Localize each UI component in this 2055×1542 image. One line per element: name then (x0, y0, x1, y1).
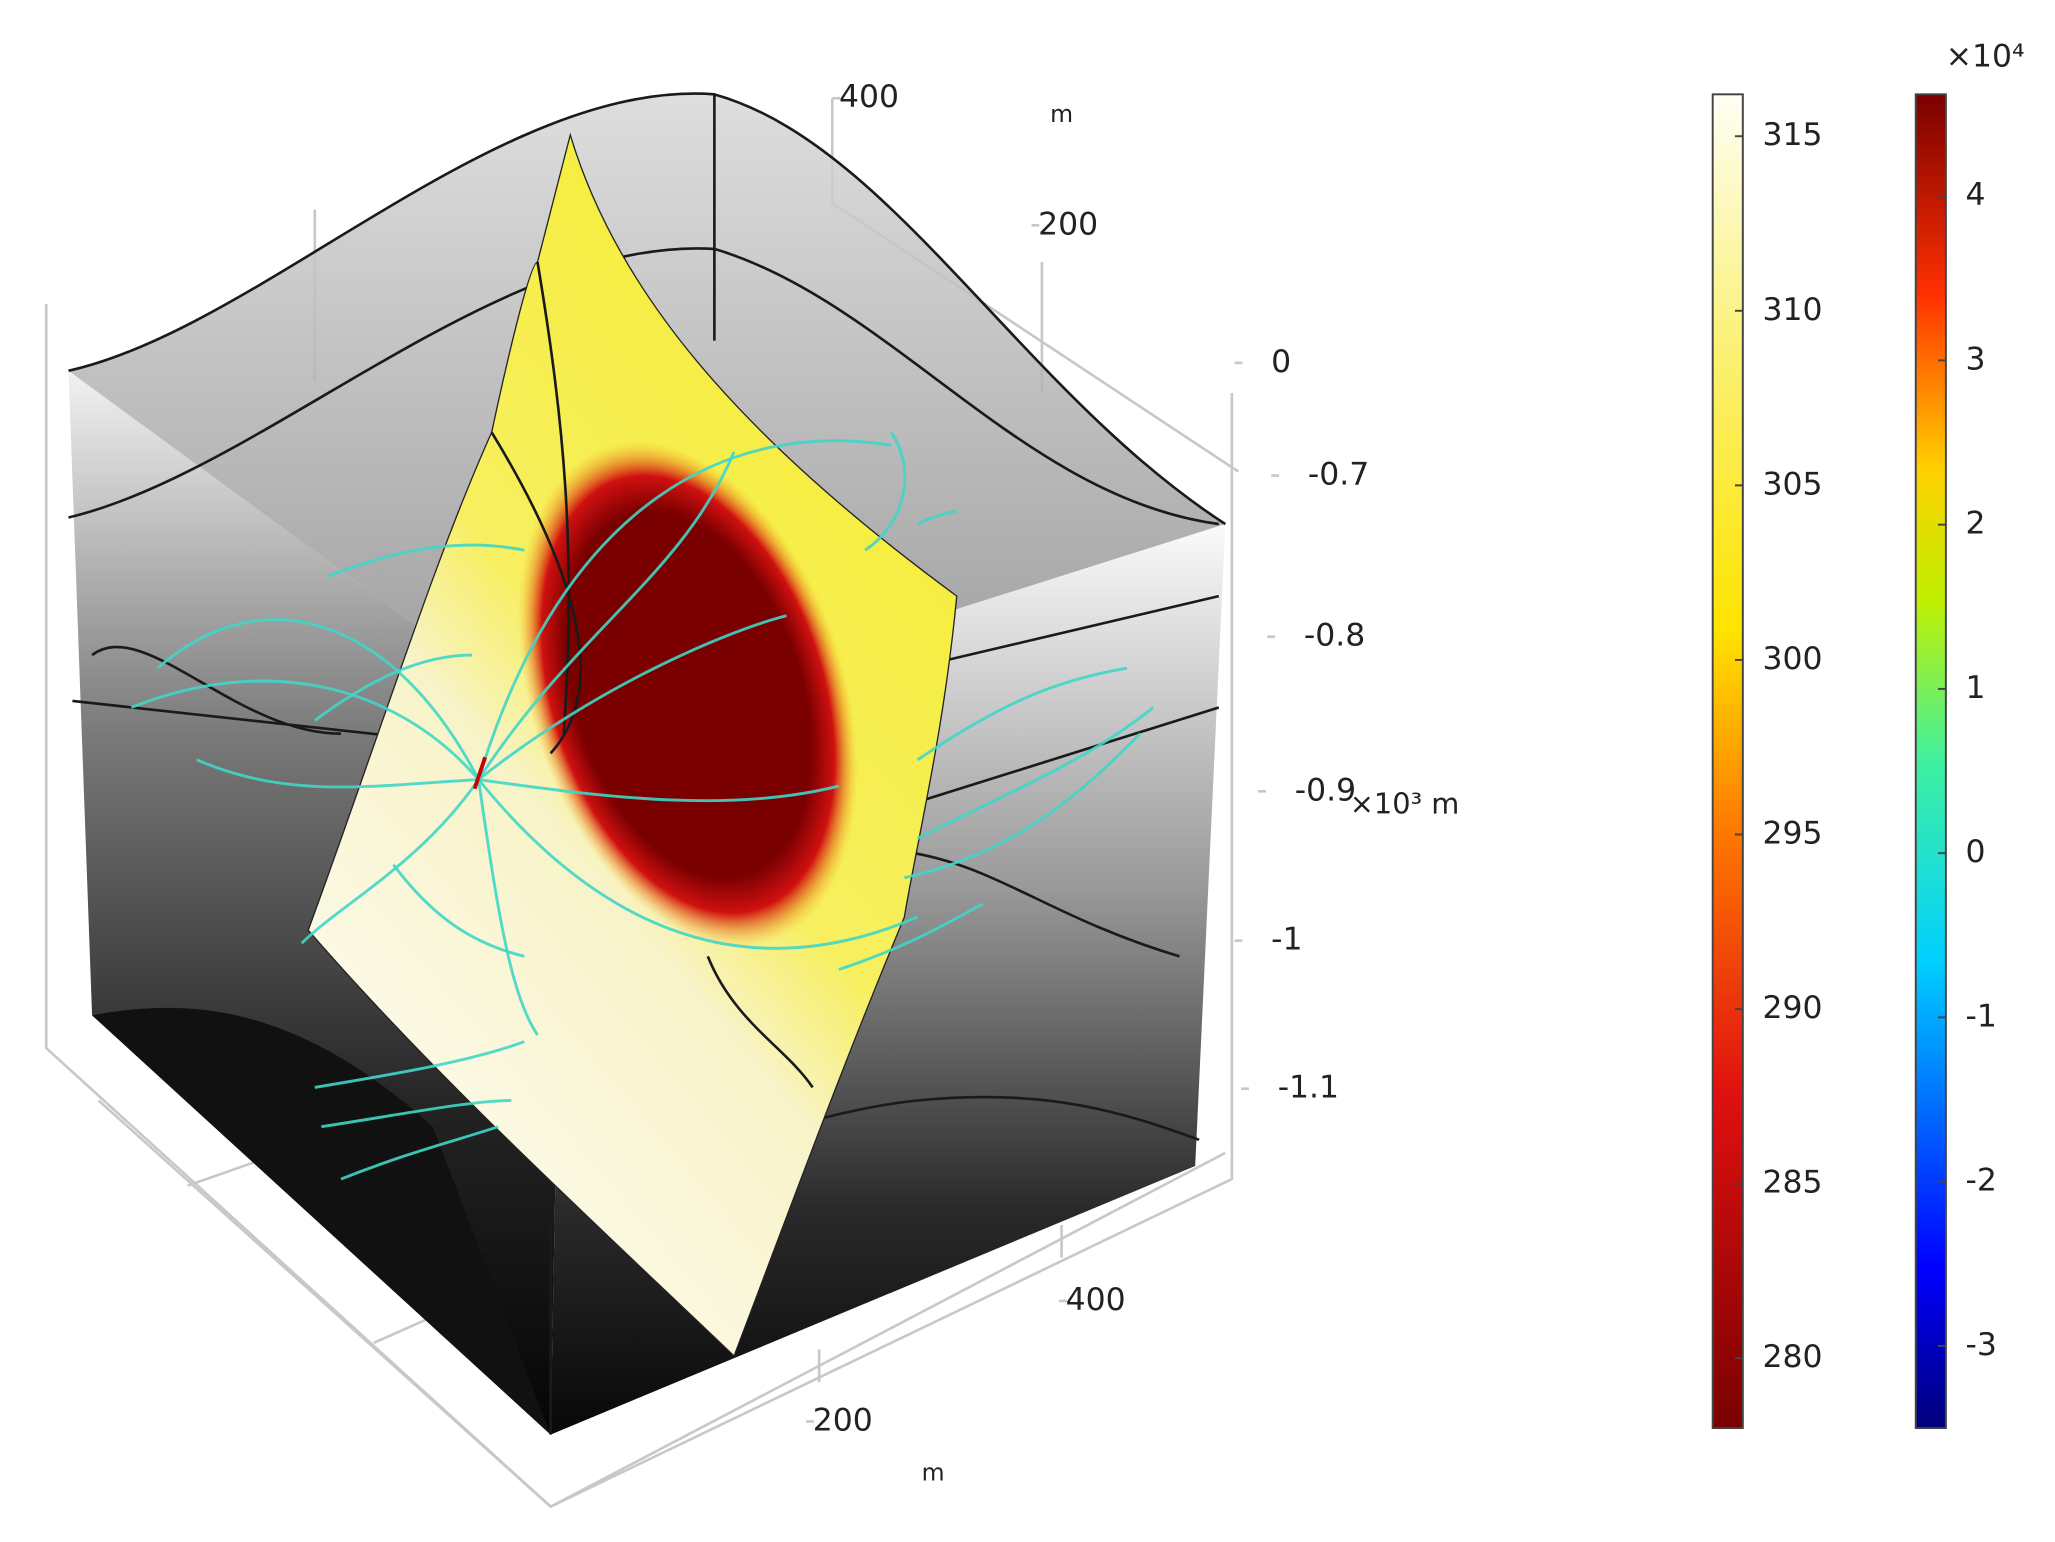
colorbar-tick-label: -3 (1966, 1327, 1997, 1363)
tick-label: -0.8 (1304, 618, 1365, 654)
axis-label: m (1050, 100, 1073, 128)
colorbar-tick-label: 285 (1762, 1165, 1822, 1201)
colorbar-tick-label: 2 (1966, 506, 1986, 542)
colorbar (1711, 93, 1744, 1430)
colorbar-tick-label: 0 (1966, 834, 1986, 870)
colorbar-tick-label: 295 (1762, 815, 1822, 851)
colorbar-tick-label: 300 (1762, 641, 1822, 677)
colorbars: 280 285 290 295 300 305 310 315 -3 -2 -1 0 1 2 3 4 ×10⁴ (1711, 39, 2025, 1430)
tick-label: 0 (1271, 344, 1291, 380)
source-point (472, 756, 487, 790)
axis-label: m (922, 1458, 945, 1486)
colorbar-tick-label: 290 (1762, 990, 1822, 1026)
colorbar (1914, 93, 1947, 1430)
colorbar-tick-label: 3 (1966, 341, 1986, 377)
colorbar-tick-label: 4 (1966, 177, 1986, 213)
tick-label: 200 (813, 1402, 873, 1438)
streamlines (130, 431, 1155, 1181)
box-base (92, 1007, 551, 1435)
colorbar-multiplier: ×10⁴ (1946, 39, 2025, 75)
colorbar-tick-label: -2 (1966, 1163, 1997, 1199)
colorbar-tick-label: 1 (1966, 670, 1986, 706)
colorbar-tick-label: -1 (1966, 998, 1997, 1034)
axis-label: ×10³ m (1350, 787, 1460, 821)
tick-label: 400 (1066, 1282, 1126, 1318)
fault-plane (307, 132, 958, 1358)
colorbar-tick-label: 280 (1762, 1339, 1822, 1375)
tick-label: -1.1 (1278, 1070, 1339, 1106)
tick-label: -0.9 (1295, 772, 1356, 808)
colorbar-tick-label: 310 (1762, 292, 1822, 328)
tick-label: 400 (839, 79, 899, 115)
colorbar-tick-label: 305 (1762, 466, 1822, 502)
axes: m 200 400 m 200 400 ×10³ m 0 -0.7 -0.8 -0.9 -1 -1.1 (806, 79, 1459, 1486)
colorbar-tick-label: 315 (1762, 117, 1822, 153)
tick-label: 200 (1038, 206, 1098, 242)
tick-label: -1 (1271, 922, 1302, 958)
tick-label: -0.7 (1308, 457, 1369, 493)
